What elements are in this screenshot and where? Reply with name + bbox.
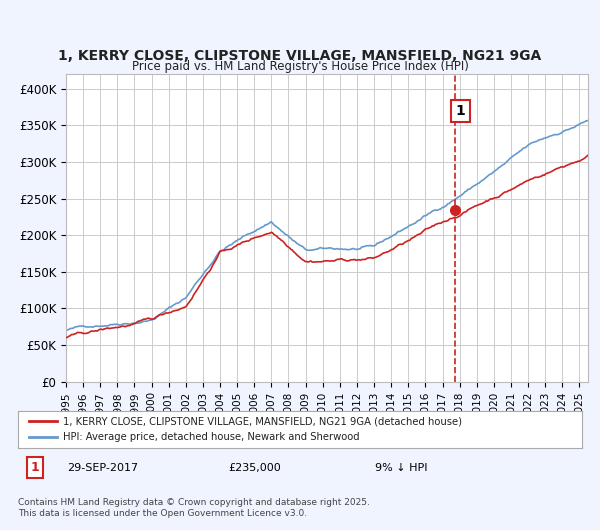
- Text: This data is licensed under the Open Government Licence v3.0.: This data is licensed under the Open Gov…: [18, 509, 307, 517]
- Text: 29-SEP-2017: 29-SEP-2017: [67, 463, 138, 473]
- Text: 1: 1: [31, 461, 39, 474]
- Text: HPI: Average price, detached house, Newark and Sherwood: HPI: Average price, detached house, Newa…: [63, 432, 360, 443]
- Text: 1, KERRY CLOSE, CLIPSTONE VILLAGE, MANSFIELD, NG21 9GA: 1, KERRY CLOSE, CLIPSTONE VILLAGE, MANSF…: [58, 49, 542, 63]
- Text: Price paid vs. HM Land Registry's House Price Index (HPI): Price paid vs. HM Land Registry's House …: [131, 60, 469, 73]
- Text: 1: 1: [455, 104, 466, 118]
- Text: Contains HM Land Registry data © Crown copyright and database right 2025.: Contains HM Land Registry data © Crown c…: [18, 498, 370, 507]
- Text: £235,000: £235,000: [229, 463, 281, 473]
- Text: 9% ↓ HPI: 9% ↓ HPI: [375, 463, 428, 473]
- Text: 1, KERRY CLOSE, CLIPSTONE VILLAGE, MANSFIELD, NG21 9GA (detached house): 1, KERRY CLOSE, CLIPSTONE VILLAGE, MANSF…: [63, 416, 462, 426]
